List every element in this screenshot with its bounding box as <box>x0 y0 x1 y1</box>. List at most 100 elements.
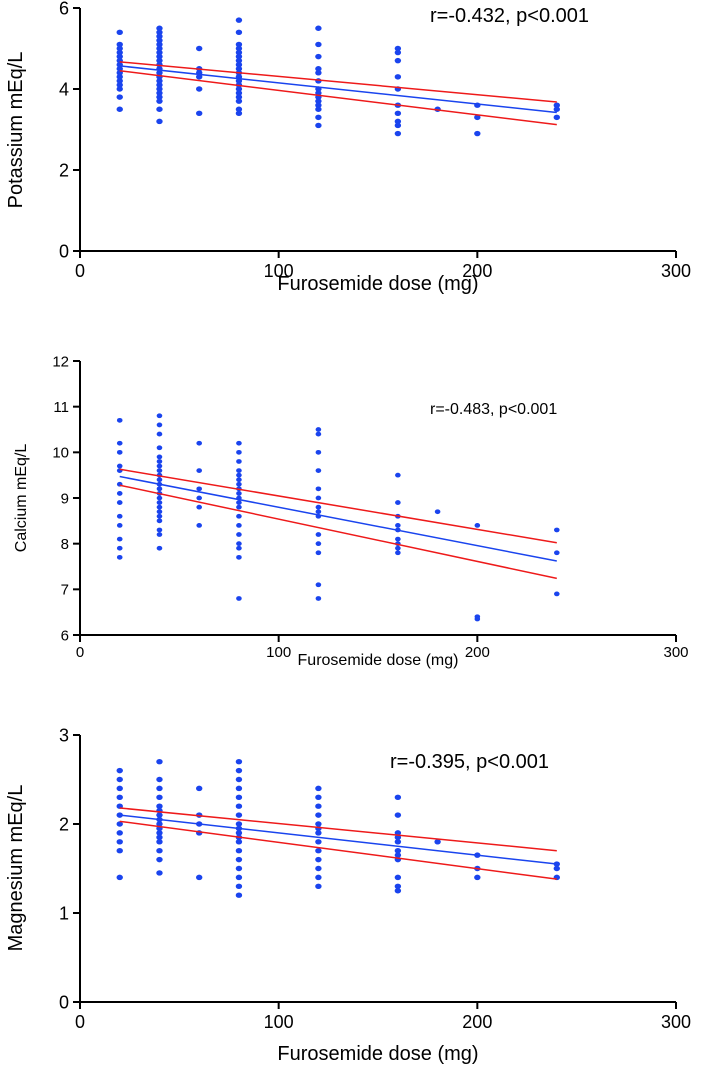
data-point <box>315 830 322 836</box>
data-point <box>196 486 202 492</box>
data-point <box>116 86 123 92</box>
data-point <box>236 541 242 547</box>
data-point <box>156 454 163 460</box>
data-point <box>156 37 163 44</box>
data-point <box>116 491 123 496</box>
data-point <box>156 445 163 451</box>
data-point <box>315 509 322 515</box>
data-point <box>156 53 163 60</box>
data-point <box>236 504 242 510</box>
y-tick-label: 3 <box>59 725 69 745</box>
data-point <box>156 29 163 36</box>
data-point <box>235 803 243 809</box>
data-point <box>315 495 322 501</box>
data-point <box>236 459 242 464</box>
data-point <box>116 45 123 52</box>
x-tick-label: 100 <box>266 644 291 661</box>
data-point <box>235 758 243 765</box>
data-point <box>434 839 441 845</box>
ci-lower-line <box>119 820 557 880</box>
data-point <box>434 509 441 515</box>
data-point <box>156 870 163 876</box>
data-point <box>196 523 202 528</box>
x-tick-label: 100 <box>264 261 294 281</box>
data-point <box>156 830 163 836</box>
x-tick-label: 200 <box>462 1012 492 1032</box>
data-point <box>116 776 123 783</box>
y-tick-label: 4 <box>59 79 69 99</box>
data-point <box>156 518 163 524</box>
data-point <box>236 513 242 519</box>
data-point <box>156 70 163 76</box>
data-point <box>395 545 401 551</box>
ci-upper-line <box>119 61 557 103</box>
data-point <box>236 523 242 528</box>
data-point <box>235 90 243 96</box>
data-point <box>394 45 402 52</box>
regression-line <box>119 65 557 114</box>
data-point <box>235 110 243 117</box>
data-point <box>395 500 401 505</box>
regression-line <box>119 814 557 865</box>
correlation-annotation: r=-0.432, p<0.001 <box>430 5 589 27</box>
data-point <box>553 114 560 121</box>
data-point <box>235 892 243 898</box>
data-point <box>156 118 163 125</box>
data-point <box>116 41 123 48</box>
data-point <box>156 545 163 551</box>
data-point <box>196 785 203 792</box>
data-point <box>156 49 163 56</box>
data-point <box>236 491 242 496</box>
data-point <box>156 794 163 801</box>
chart-panel-3: 0 100 200 300 0 1 2 3 Furosemide dose (mg) Magnes… <box>5 725 691 1065</box>
data-point <box>116 449 123 455</box>
data-point <box>116 106 123 112</box>
data-point <box>235 883 243 890</box>
data-point <box>315 449 322 455</box>
x-tick-label: 300 <box>663 644 688 661</box>
y-tick-label: 6 <box>61 627 69 644</box>
y-tick-label: 7 <box>61 582 69 599</box>
y-tick-label: 0 <box>59 992 69 1012</box>
data-point <box>156 413 163 419</box>
data-point <box>235 821 243 827</box>
data-point <box>235 29 243 36</box>
data-point <box>235 794 243 801</box>
x-tick-label: 100 <box>264 1012 294 1032</box>
data-point <box>116 821 123 827</box>
data-point <box>196 74 203 80</box>
data-point <box>156 90 163 96</box>
data-point <box>474 616 481 622</box>
data-point <box>553 102 560 108</box>
data-point <box>156 856 163 863</box>
data-point <box>236 596 242 601</box>
data-point <box>394 888 402 894</box>
data-point <box>235 865 243 872</box>
data-point <box>315 541 322 547</box>
data-point <box>235 41 243 48</box>
data-point <box>116 830 123 836</box>
x-axis-title: Furosemide dose (mg) <box>277 273 478 295</box>
x-axis-title: Furosemide dose (mg) <box>277 1043 478 1065</box>
y-tick-label: 1 <box>59 903 69 923</box>
data-point <box>395 523 401 528</box>
data-point <box>236 472 242 478</box>
data-point <box>315 812 322 818</box>
data-point <box>156 812 163 818</box>
data-point <box>315 66 322 72</box>
data-point <box>235 106 243 112</box>
data-point <box>235 874 243 881</box>
data-point <box>116 82 123 88</box>
data-point <box>236 440 242 446</box>
data-point <box>394 110 402 117</box>
data-point <box>235 66 243 72</box>
data-point <box>156 431 163 437</box>
data-point <box>553 106 560 112</box>
data-point <box>156 82 163 88</box>
data-point <box>116 554 123 560</box>
data-point <box>394 839 402 845</box>
x-tick-label: 300 <box>661 261 691 281</box>
ci-lower-line <box>119 70 557 126</box>
data-point <box>315 41 322 48</box>
